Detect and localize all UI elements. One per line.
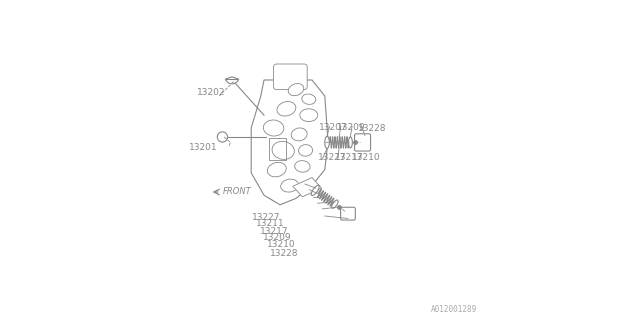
Text: 13202: 13202 <box>197 88 225 97</box>
Ellipse shape <box>295 161 310 172</box>
Ellipse shape <box>268 162 286 177</box>
Ellipse shape <box>291 128 307 141</box>
Ellipse shape <box>299 145 312 156</box>
Polygon shape <box>293 178 322 197</box>
Ellipse shape <box>311 185 319 196</box>
Text: 13209: 13209 <box>337 123 365 132</box>
Text: A012001289: A012001289 <box>431 305 477 314</box>
Ellipse shape <box>288 84 304 96</box>
Ellipse shape <box>300 109 317 122</box>
Text: 13211: 13211 <box>256 220 285 228</box>
FancyBboxPatch shape <box>274 64 307 90</box>
Text: 13227: 13227 <box>318 153 347 162</box>
FancyBboxPatch shape <box>355 134 371 151</box>
Text: 13228: 13228 <box>358 124 387 133</box>
Ellipse shape <box>332 200 338 208</box>
Ellipse shape <box>281 179 298 192</box>
Text: 13227: 13227 <box>252 213 281 222</box>
Text: 13209: 13209 <box>263 233 292 242</box>
Ellipse shape <box>324 136 330 148</box>
Ellipse shape <box>264 120 284 136</box>
Circle shape <box>218 132 228 142</box>
Wedge shape <box>225 77 239 84</box>
Text: 13228: 13228 <box>270 249 299 258</box>
Text: FRONT: FRONT <box>223 188 252 196</box>
Text: 13217: 13217 <box>260 227 289 236</box>
Text: 13207: 13207 <box>319 123 348 132</box>
Text: 13210: 13210 <box>267 240 296 249</box>
Text: 13210: 13210 <box>352 153 381 162</box>
Ellipse shape <box>302 94 316 104</box>
Ellipse shape <box>348 137 352 148</box>
Text: 13217: 13217 <box>335 153 364 162</box>
FancyBboxPatch shape <box>340 207 355 220</box>
Text: 13201: 13201 <box>189 143 218 152</box>
Polygon shape <box>252 80 328 205</box>
Ellipse shape <box>277 101 296 116</box>
Ellipse shape <box>272 141 294 159</box>
